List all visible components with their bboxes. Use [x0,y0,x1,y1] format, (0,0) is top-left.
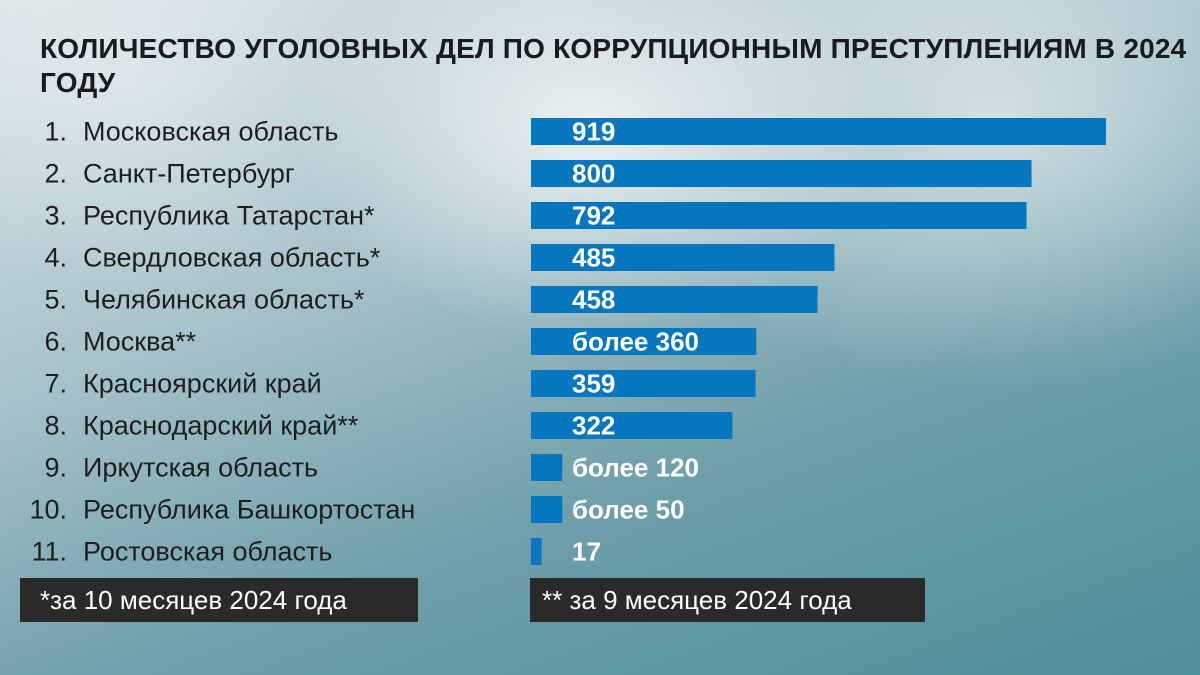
category-label: 7. [44,369,67,399]
value-label: 792 [572,201,615,231]
category-name: Санкт-Петербург [83,159,295,189]
category-name: Ростовская область [83,537,332,567]
bar [531,118,1106,145]
bar [531,454,563,481]
category-name: Челябинская область* [83,285,365,315]
bar [531,496,563,523]
value-label: более 360 [572,327,699,357]
bar [531,328,757,355]
category-label: 9. [44,453,67,483]
value-label: 322 [572,411,615,441]
category-label: 11. [31,537,67,567]
value-label: 485 [572,243,615,273]
category-label: 6. [44,327,67,357]
category-label: 4. [44,243,67,273]
category-label: 5. [44,285,67,315]
value-label: 17 [572,537,601,567]
category-name: Свердловская область* [83,243,381,273]
category-label: 1. [44,117,67,147]
category-label: 2. [44,159,67,189]
value-label: 359 [572,369,615,399]
category-name: Красноярский край [83,369,322,399]
bar [531,538,542,565]
bar [531,286,818,313]
category-name: Республика Башкортостан [83,495,415,525]
value-label: 919 [572,117,615,147]
value-label: 800 [572,159,615,189]
category-label: 10. [29,495,67,525]
bar [531,202,1027,229]
value-label: более 120 [572,453,699,483]
bar [531,370,756,397]
footnote-10-months: *за 10 месяцев 2024 года [20,578,418,622]
category-label: 3. [44,201,67,231]
category-name: Республика Татарстан* [83,201,375,231]
value-label: 458 [572,285,615,315]
value-label: более 50 [572,495,685,525]
bar [531,412,733,439]
category-label: 8. [44,411,67,441]
footnote-9-months: ** за 9 месяцев 2024 года [530,578,925,622]
category-name: Иркутская область [83,453,318,483]
category-name: Краснодарский край** [83,411,359,441]
category-name: Москва** [83,327,197,357]
bar [531,160,1032,187]
bar [531,244,835,271]
category-name: Московская область [83,117,339,147]
chart-title: Количество уголовных дел по коррупционны… [40,33,1187,98]
